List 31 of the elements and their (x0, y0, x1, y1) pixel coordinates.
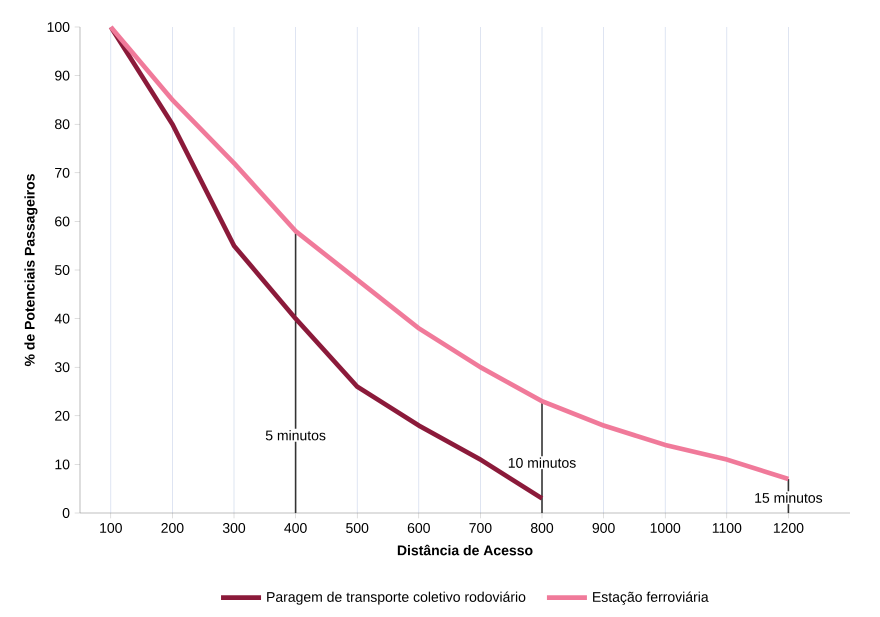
x-tick-label: 900 (592, 523, 615, 533)
y-axis-title: % de Potenciais Passageiros (24, 174, 38, 366)
x-tick-label: 1100 (712, 523, 742, 533)
ref-line-label: 15 minutos (755, 492, 822, 503)
x-tick-label: 100 (100, 523, 122, 533)
ref-line-label: 5 minutos (266, 430, 326, 440)
y-tick-label: 30 (54, 362, 70, 372)
y-tick-label: 80 (55, 119, 70, 130)
x-tick-label: 300 (222, 523, 246, 533)
x-axis-title: Distância de Acesso (398, 544, 533, 556)
legend-label: Estação ferroviária (593, 591, 709, 605)
y-tick-label: 10 (55, 459, 70, 470)
y-tick-label: 70 (55, 168, 70, 178)
x-tick-label: 500 (346, 523, 368, 533)
x-tick-label: 700 (469, 523, 492, 533)
x-tick-label: 1200 (774, 523, 804, 533)
line-series (108, 24, 791, 482)
y-tick-label: 0 (62, 508, 70, 518)
y-tick-label: 20 (55, 410, 70, 421)
y-tick-label: 100 (48, 22, 70, 32)
x-tick-label: 600 (408, 523, 430, 533)
x-tick-label: 800 (530, 523, 554, 533)
y-tick-label: 50 (54, 265, 70, 275)
x-tick-label: 200 (161, 523, 184, 533)
y-tick-label: 90 (55, 70, 70, 81)
y-tick-label: 60 (55, 216, 70, 226)
x-tick-label: 400 (284, 523, 307, 533)
legend-label: Paragem de transporte coletivo rodoviário (267, 591, 526, 605)
ref-line-label: 10 minutos (508, 458, 576, 468)
x-tick-label: 1000 (650, 523, 680, 533)
y-tick-label: 40 (54, 314, 70, 324)
